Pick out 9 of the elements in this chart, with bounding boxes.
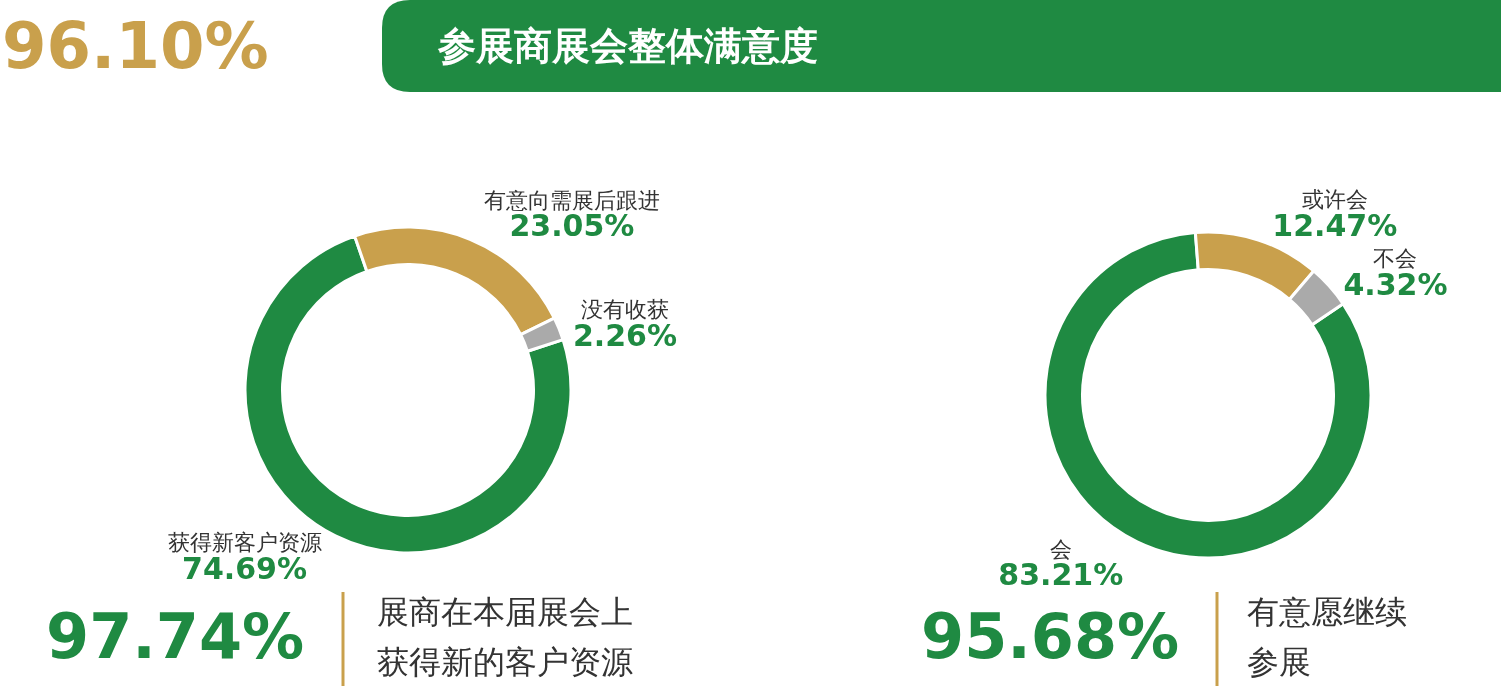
- slice-label: 获得新客户资源: [167, 530, 322, 556]
- text: 97.74%: [46, 600, 305, 673]
- text: 95.68%: [921, 600, 1180, 673]
- text: 参展商展会整体满意度: [437, 24, 818, 68]
- text: 有意愿继续: [1247, 593, 1407, 631]
- text: 获得新的客户资源: [377, 643, 633, 681]
- text: 展商在本届展会上: [377, 593, 633, 631]
- text: 96.10%: [2, 9, 269, 83]
- text: 参展: [1247, 643, 1311, 681]
